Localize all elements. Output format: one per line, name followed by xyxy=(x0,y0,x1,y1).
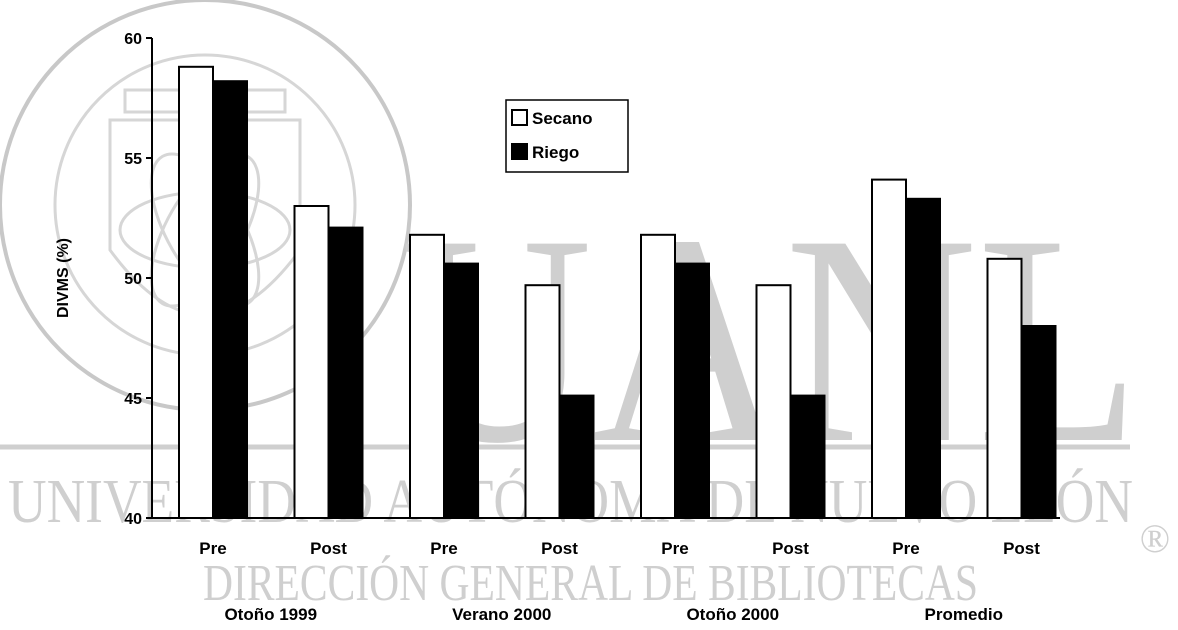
x-tick-label-1: Pre xyxy=(199,539,226,558)
x-tick-label-6: Post xyxy=(772,539,809,558)
bar-secano-5 xyxy=(640,233,676,520)
bar-secano-7 xyxy=(871,178,907,519)
y-tick-label-40: 40 xyxy=(124,511,142,528)
x-tick-label-4: Post xyxy=(541,539,578,558)
bars xyxy=(178,65,1057,520)
watermark-line-library: DIRECCIÓN GENERAL DE BIBLIOTECAS xyxy=(203,554,978,612)
bar-riego-1 xyxy=(212,80,248,519)
y-axis-ticks: 40 45 50 55 60 xyxy=(124,31,152,528)
bar-secano-4 xyxy=(524,284,561,520)
group-label-verano-2000: Verano 2000 xyxy=(452,605,551,624)
bar-secano-3 xyxy=(409,233,445,520)
bar-secano-2 xyxy=(293,205,330,519)
legend-label-secano: Secano xyxy=(532,109,592,128)
bar-riego-2 xyxy=(327,226,364,519)
bar-riego-8 xyxy=(1020,325,1057,519)
registered-mark: ® xyxy=(1140,516,1170,561)
bar-secano-1 xyxy=(178,65,214,520)
x-tick-label-5: Pre xyxy=(661,539,688,558)
y-tick-label-60: 60 xyxy=(124,31,142,48)
y-tick-label-45: 45 xyxy=(124,391,142,408)
x-tick-label-7: Pre xyxy=(892,539,919,558)
group-label-otono-2000: Otoño 2000 xyxy=(686,605,779,624)
x-tick-label-3: Pre xyxy=(430,539,457,558)
bar-secano-6 xyxy=(755,284,792,520)
legend-swatch-riego xyxy=(511,143,528,160)
x-axis-labels: Pre Post Pre Post Pre Post Pre Post xyxy=(199,539,1040,558)
y-tick-label-50: 50 xyxy=(124,271,142,288)
bar-riego-7 xyxy=(905,197,941,520)
bar-riego-4 xyxy=(558,394,595,520)
legend-label-riego: Riego xyxy=(532,143,579,162)
bar-secano-8 xyxy=(986,257,1023,519)
y-tick-label-55: 55 xyxy=(124,151,142,168)
bar-riego-6 xyxy=(789,394,826,520)
legend: Secano Riego xyxy=(505,99,629,173)
legend-swatch-secano xyxy=(511,109,528,126)
group-label-otono-1999: Otoño 1999 xyxy=(224,605,317,624)
x-tick-label-2: Post xyxy=(310,539,347,558)
x-tick-label-8: Post xyxy=(1003,539,1040,558)
bar-riego-5 xyxy=(674,262,710,519)
group-label-promedio: Promedio xyxy=(925,605,1003,624)
y-axis-title: DIVMS (%) xyxy=(55,238,72,318)
group-labels: Otoño 1999 Verano 2000 Otoño 2000 Promedio xyxy=(224,605,1003,624)
bar-riego-3 xyxy=(443,262,479,519)
